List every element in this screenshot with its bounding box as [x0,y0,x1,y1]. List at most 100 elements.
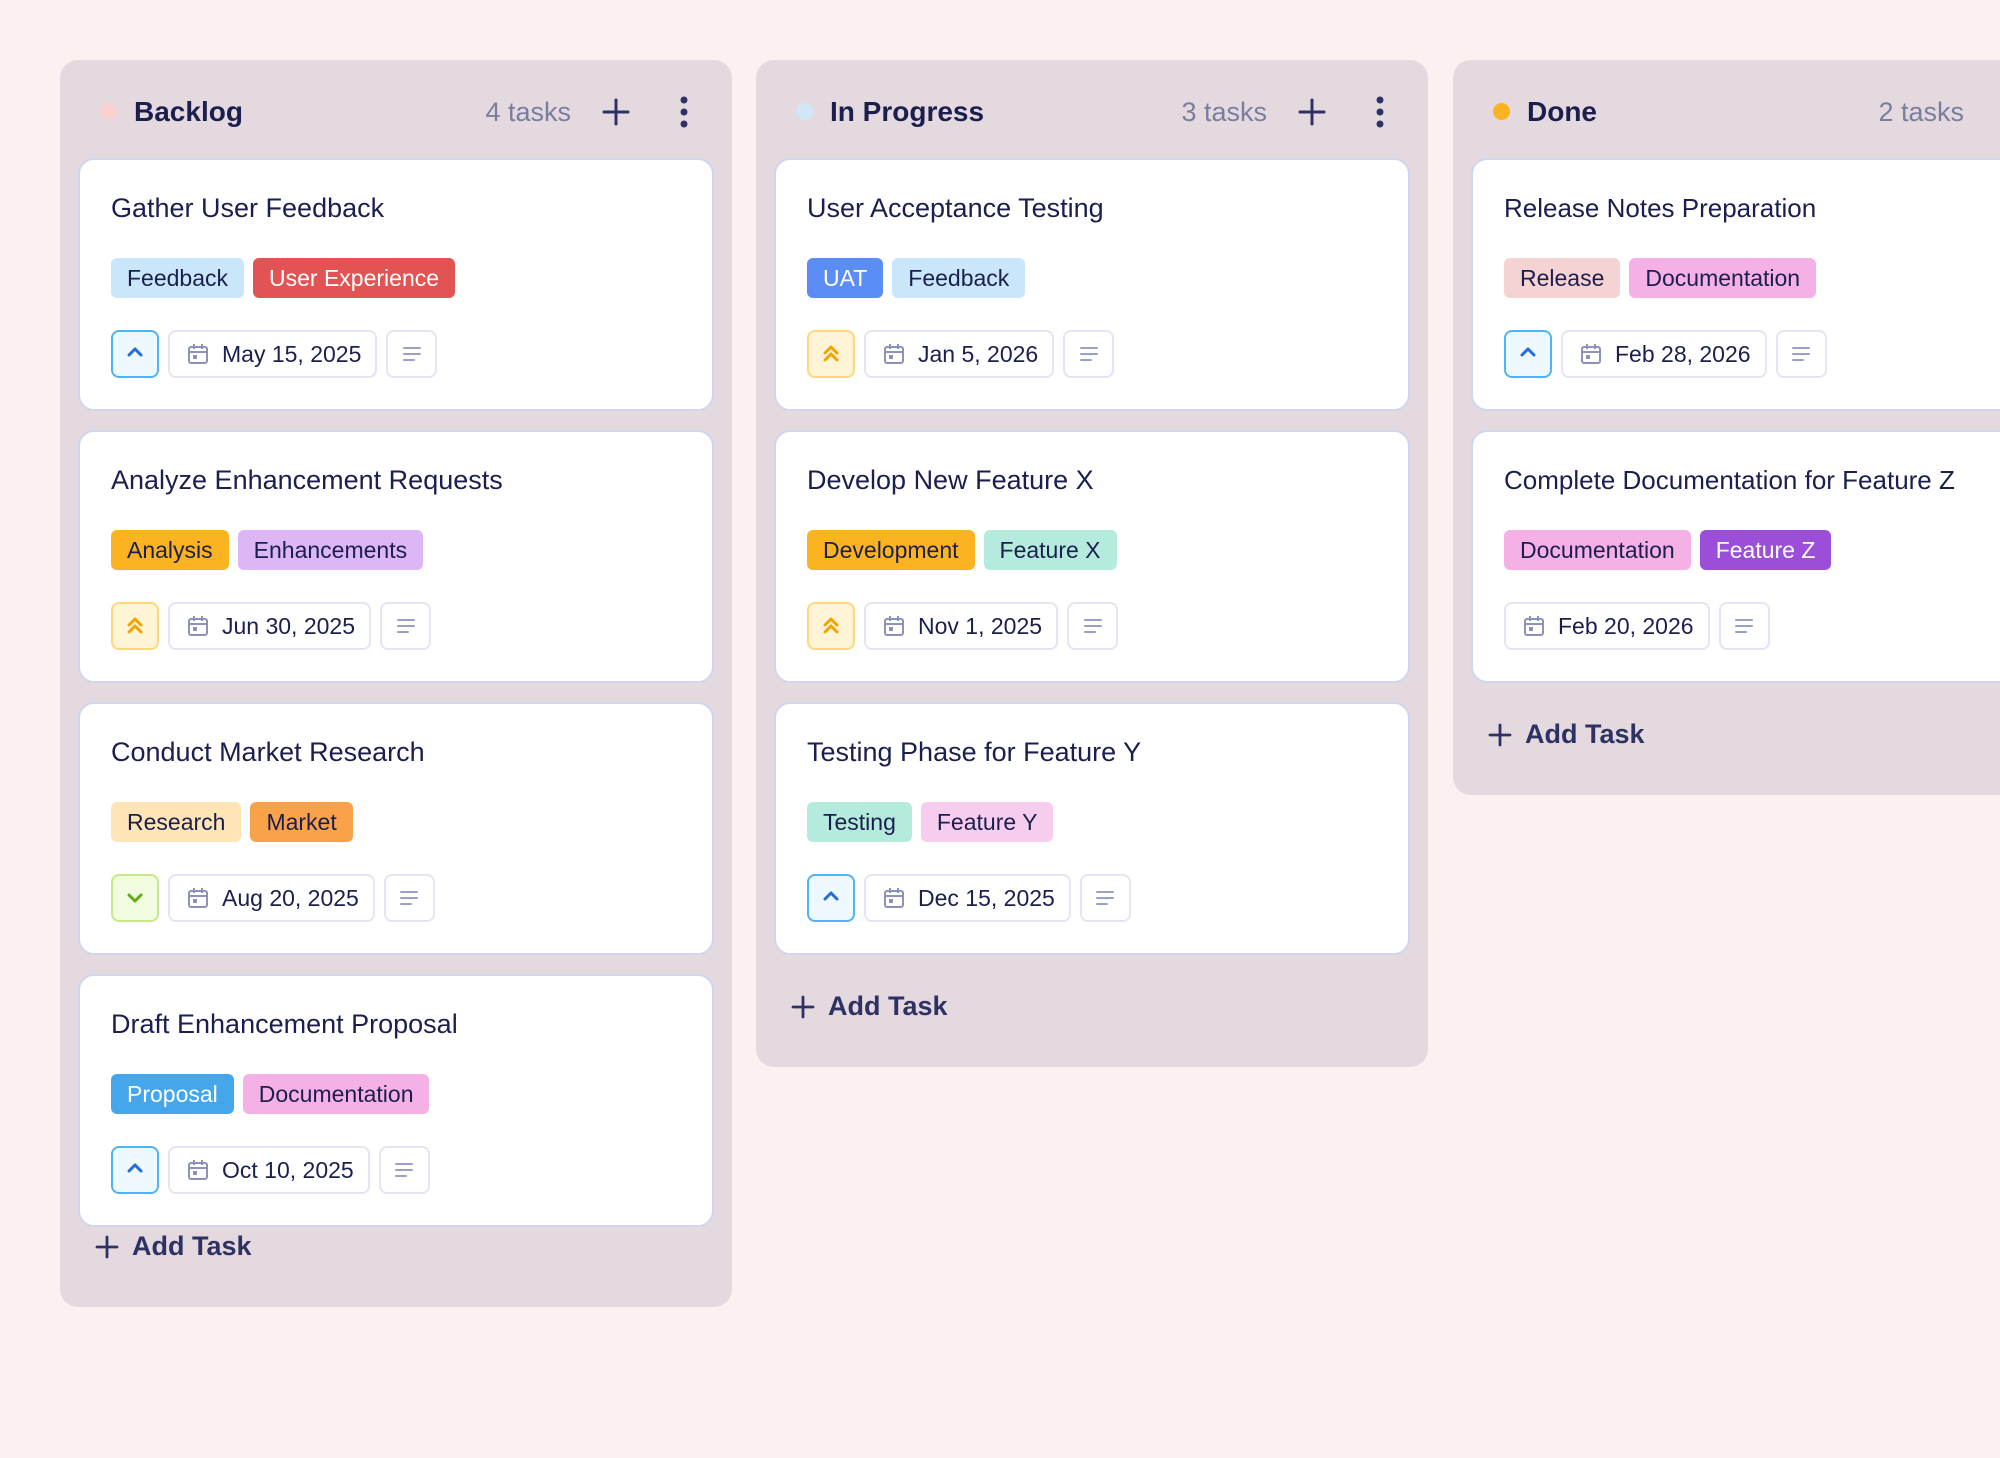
priority-button[interactable] [111,874,159,922]
task-card[interactable]: Complete Documentation for Feature Z Docu… [1471,430,2000,683]
priority-button[interactable] [807,874,855,922]
column-header: In Progress 3 tasks [756,60,1428,156]
tag: Enhancements [237,530,424,570]
tag: Proposal [111,1074,234,1114]
due-date: Dec 15, 2025 [918,884,1055,911]
due-date: Aug 20, 2025 [222,884,359,911]
tag-list: Documentation Feature Z [1504,530,2000,570]
description-button[interactable] [1718,602,1770,650]
column-menu-button[interactable] [1368,94,1392,130]
task-card[interactable]: Analyze Enhancement Requests Analysis Enha… [78,430,714,683]
due-date-chip[interactable]: Feb 20, 2026 [1504,602,1710,650]
calendar-icon [1524,616,1544,636]
task-footer: Dec 15, 2025 [807,874,1377,922]
tag: Feedback [111,258,245,298]
calendar-icon [188,888,208,908]
add-task-link[interactable]: Add Task [790,991,948,1022]
calendar-icon [884,616,904,636]
plus-icon [602,98,630,126]
task-card[interactable]: Testing Phase for Feature Y Testing Featur… [774,702,1410,955]
tag: Development [807,530,975,570]
add-task-link[interactable]: Add Task [1487,719,1645,750]
calendar-icon [188,344,208,364]
task-card[interactable]: Gather User Feedback Feedback User Experie… [78,158,714,411]
priority-medium-icon [823,891,839,901]
priority-button[interactable] [111,330,159,378]
add-task-button[interactable] [1294,94,1330,130]
plus-icon [1488,723,1512,746]
column-title: Backlog [134,96,243,127]
due-date-chip[interactable]: Nov 1, 2025 [864,602,1059,650]
calendar-icon [1581,344,1601,364]
tag: Documentation [1629,258,1817,298]
task-card[interactable]: Conduct Market Research Research Market Aug… [78,702,714,955]
calendar-icon [884,888,904,908]
description-button[interactable] [1079,874,1131,922]
due-date-chip[interactable]: Feb 28, 2026 [1561,330,1767,378]
task-card[interactable]: Draft Enhancement Proposal Proposal Docume… [78,974,714,1227]
column-menu-button[interactable] [672,94,696,130]
priority-high-icon [127,617,143,634]
text-lines-icon [400,891,419,905]
tag-list: Feedback User Experience [111,258,681,298]
priority-button[interactable] [111,602,159,650]
priority-button[interactable] [1504,330,1552,378]
due-date: Oct 10, 2025 [222,1156,354,1183]
plus-icon [791,995,815,1018]
tag-list: Analysis Enhancements [111,530,681,570]
tag-list: Development Feature X [807,530,1377,570]
tag: Release [1504,258,1621,298]
due-date-chip[interactable]: Jun 30, 2025 [168,602,372,650]
due-date: Feb 20, 2026 [1558,612,1694,639]
description-button[interactable] [383,874,435,922]
task-title: Gather User Feedback [111,193,385,223]
plus-icon [1298,98,1326,126]
description-button[interactable] [1775,330,1827,378]
tag-list: Release Documentation [1504,258,2000,298]
text-lines-icon [402,347,421,361]
column-backlog: Backlog 4 tasks Gather User Feedback Feedba… [60,60,732,1307]
description-button[interactable] [378,1146,430,1194]
card-list: Gather User Feedback Feedback User Experie… [78,158,714,1264]
due-date-chip[interactable]: Dec 15, 2025 [864,874,1071,922]
tag: UAT [807,258,884,298]
task-footer: Aug 20, 2025 [111,874,681,922]
add-task-label: Add Task [828,991,948,1021]
description-button[interactable] [1063,330,1115,378]
tag-list: Proposal Documentation [111,1074,681,1114]
text-lines-icon [1079,347,1098,361]
status-dot [1493,103,1510,120]
description-button[interactable] [380,602,432,650]
task-card[interactable]: Release Notes Preparation Release Document… [1471,158,2000,411]
task-title: Analyze Enhancement Requests [111,465,503,495]
column-done: Done 2 tasks Release Notes Preparation Rele… [1453,60,2000,795]
due-date-chip[interactable]: May 15, 2025 [168,330,378,378]
priority-button[interactable] [807,330,855,378]
add-task-button[interactable] [598,94,634,130]
column-header: Backlog 4 tasks [60,60,732,156]
task-footer: May 15, 2025 [111,330,681,378]
task-footer: Jan 5, 2026 [807,330,1377,378]
task-count: 3 tasks [1181,97,1267,127]
text-lines-icon [1083,619,1102,633]
card-list: User Acceptance Testing UAT Feedback Jan 5,… [774,158,1410,974]
task-title: Conduct Market Research [111,737,425,767]
tag: User Experience [253,258,456,298]
priority-button[interactable] [111,1146,159,1194]
status-dot [100,103,117,120]
due-date-chip[interactable]: Aug 20, 2025 [168,874,375,922]
text-lines-icon [395,1163,414,1177]
due-date-chip[interactable]: Oct 10, 2025 [168,1146,370,1194]
priority-medium-icon [127,347,143,357]
text-lines-icon [1096,891,1115,905]
due-date-chip[interactable]: Jan 5, 2026 [864,330,1055,378]
add-task-link[interactable]: Add Task [94,1231,252,1262]
task-card[interactable]: Develop New Feature X Development Feature … [774,430,1410,683]
description-button[interactable] [386,330,438,378]
column-in-progress: In Progress 3 tasks User Acceptance Testin… [756,60,1428,1067]
priority-button[interactable] [807,602,855,650]
tag: Analysis [111,530,229,570]
description-button[interactable] [1067,602,1119,650]
task-card[interactable]: User Acceptance Testing UAT Feedback Jan 5,… [774,158,1410,411]
task-title: Complete Documentation for Feature Z [1504,465,1955,495]
